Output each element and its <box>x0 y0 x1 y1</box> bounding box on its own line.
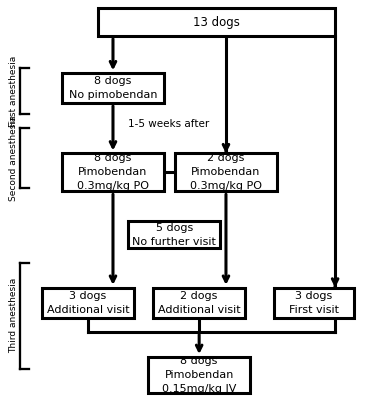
Text: 8 dogs
No pimobendan: 8 dogs No pimobendan <box>69 76 157 100</box>
FancyBboxPatch shape <box>42 288 134 318</box>
Text: 3 dogs
First visit: 3 dogs First visit <box>289 291 339 315</box>
FancyBboxPatch shape <box>274 288 354 318</box>
Text: 13 dogs: 13 dogs <box>193 16 240 28</box>
FancyBboxPatch shape <box>62 154 164 192</box>
FancyBboxPatch shape <box>175 154 277 192</box>
Text: 8 dogs
Pimobendan
0.3mg/kg PO: 8 dogs Pimobendan 0.3mg/kg PO <box>77 154 149 191</box>
Text: Second anesthesia: Second anesthesia <box>9 115 18 201</box>
Text: 8 dogs
Pimobendan
0.15mg/kg IV: 8 dogs Pimobendan 0.15mg/kg IV <box>162 356 236 394</box>
Text: First anesthesia: First anesthesia <box>9 56 18 127</box>
Text: Third anesthesia: Third anesthesia <box>9 278 18 353</box>
Text: 3 dogs
Additional visit: 3 dogs Additional visit <box>47 291 129 315</box>
Text: 5 dogs
No further visit: 5 dogs No further visit <box>133 223 216 247</box>
FancyBboxPatch shape <box>149 357 250 393</box>
FancyBboxPatch shape <box>98 8 335 36</box>
FancyBboxPatch shape <box>62 73 164 103</box>
FancyBboxPatch shape <box>153 288 245 318</box>
Text: 2 dogs
Additional visit: 2 dogs Additional visit <box>158 291 241 315</box>
Text: 1-5 weeks after: 1-5 weeks after <box>128 119 210 129</box>
FancyBboxPatch shape <box>128 221 220 248</box>
Text: 2 dogs
Pimobendan
0.3mg/kg PO: 2 dogs Pimobendan 0.3mg/kg PO <box>190 154 262 191</box>
